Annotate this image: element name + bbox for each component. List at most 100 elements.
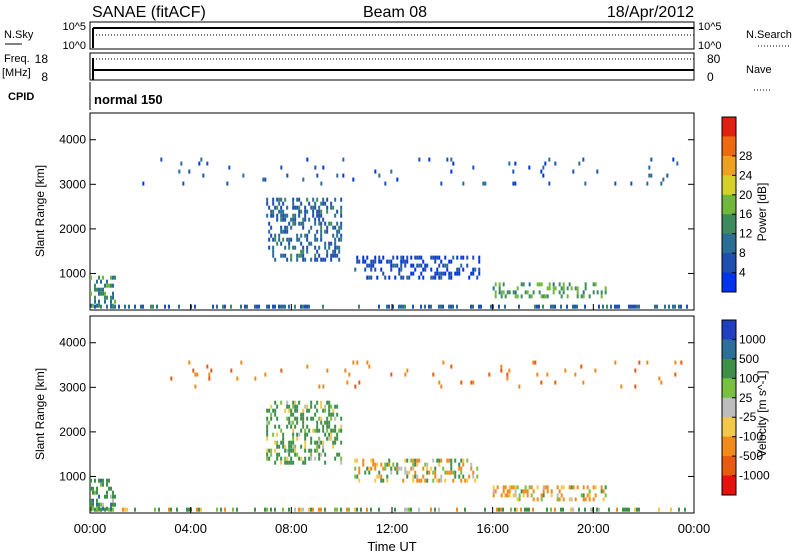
- echo-cell: [286, 460, 289, 465]
- echo-cell: [296, 436, 299, 441]
- echo-cell: [110, 502, 112, 507]
- echo-cell: [456, 271, 459, 276]
- echo-cell: [318, 384, 321, 389]
- echo-cell: [286, 173, 289, 178]
- echo-cell: [526, 489, 529, 494]
- echo-cell: [296, 233, 299, 238]
- echo-cell: [216, 507, 218, 512]
- echo-cell: [284, 408, 287, 413]
- echo-cell: [170, 376, 173, 381]
- echo-cell: [292, 460, 295, 465]
- echo-cell: [340, 213, 343, 218]
- echo-cell: [320, 257, 323, 262]
- echo-cell: [452, 161, 455, 166]
- echo-cell: [422, 267, 425, 272]
- echo-cell: [90, 506, 92, 511]
- echo-cell: [356, 507, 358, 512]
- echo-cell: [556, 485, 559, 490]
- echo-cell: [546, 507, 548, 512]
- echo-cell: [274, 400, 277, 405]
- freq-unit: [MHz]: [2, 67, 31, 79]
- echo-cell: [562, 282, 565, 287]
- echo-cell: [158, 507, 160, 512]
- echo-cell: [340, 205, 343, 210]
- colorbar-swatch: [722, 272, 736, 293]
- echo-cell: [266, 420, 269, 425]
- colorbar-swatch: [722, 117, 736, 137]
- echo-cell: [320, 225, 323, 230]
- echo-cell: [342, 157, 345, 162]
- echo-cell: [312, 205, 315, 210]
- echo-cell: [284, 213, 287, 218]
- echo-cell: [338, 245, 341, 250]
- echo-cell: [542, 173, 545, 178]
- echo-cell: [336, 253, 339, 258]
- echo-cell: [328, 420, 331, 425]
- echo-cell: [332, 412, 335, 417]
- echo-cell: [434, 470, 437, 475]
- echo-cell: [522, 282, 525, 287]
- echo-cell: [584, 282, 587, 287]
- echo-cell: [476, 466, 479, 471]
- echo-cell: [666, 173, 669, 178]
- echo-cell: [526, 493, 529, 498]
- echo-cell: [572, 304, 574, 309]
- echo-cell: [630, 304, 632, 309]
- echo-cell: [380, 474, 383, 479]
- echo-cell: [502, 290, 505, 295]
- echo-cell: [406, 259, 409, 264]
- echo-cell: [542, 304, 544, 309]
- echo-cell: [306, 209, 309, 214]
- echo-cell: [450, 259, 453, 264]
- echo-cell: [326, 416, 329, 421]
- echo-cell: [336, 245, 339, 250]
- echo-cell: [574, 372, 577, 377]
- colorbar-swatch: [722, 155, 736, 176]
- echo-cell: [438, 271, 441, 276]
- echo-cell: [286, 448, 289, 453]
- echo-cell: [400, 255, 403, 260]
- echo-cell: [318, 205, 321, 210]
- echo-cell: [212, 304, 214, 309]
- colorbar-tick-label: 8: [739, 246, 746, 260]
- echo-cell: [450, 275, 453, 280]
- echo-cell: [578, 507, 580, 512]
- echo-cell: [478, 304, 480, 309]
- echo-cell: [314, 217, 317, 222]
- echo-cell: [98, 299, 100, 304]
- echo-cell: [414, 470, 417, 475]
- echo-cell: [406, 255, 409, 260]
- echo-cell: [570, 485, 573, 490]
- echo-cell: [616, 304, 618, 309]
- echo-cell: [558, 497, 561, 502]
- echo-cell: [412, 458, 415, 463]
- echo-rising-echoes: [266, 400, 343, 465]
- echo-cell: [92, 498, 94, 503]
- echo-cell: [302, 412, 305, 417]
- echo-cell: [134, 507, 136, 512]
- echo-cell: [420, 255, 423, 260]
- echo-cell: [434, 275, 437, 280]
- echo-cell: [242, 173, 245, 178]
- echo-cell: [294, 213, 297, 218]
- echo-cell: [322, 444, 325, 449]
- echo-cell: [420, 271, 423, 276]
- echo-cell: [514, 485, 517, 490]
- echo-cell: [280, 460, 283, 465]
- echo-cell: [472, 470, 475, 475]
- echo-cell: [284, 456, 287, 461]
- echo-cell: [562, 497, 565, 502]
- echo-cell: [322, 201, 325, 206]
- echo-cell: [110, 275, 112, 280]
- echo-cell: [358, 380, 361, 385]
- echo-cell: [544, 161, 547, 166]
- x-tick-label: 20:00: [577, 521, 610, 536]
- echo-cell: [356, 360, 359, 365]
- echo-cell: [672, 304, 674, 309]
- x-tick-label: 16:00: [476, 521, 509, 536]
- echo-cell: [660, 380, 663, 385]
- echo-cell: [426, 466, 429, 471]
- echo-cell: [282, 229, 285, 234]
- echo-cell: [104, 295, 106, 300]
- echo-cell: [340, 225, 343, 230]
